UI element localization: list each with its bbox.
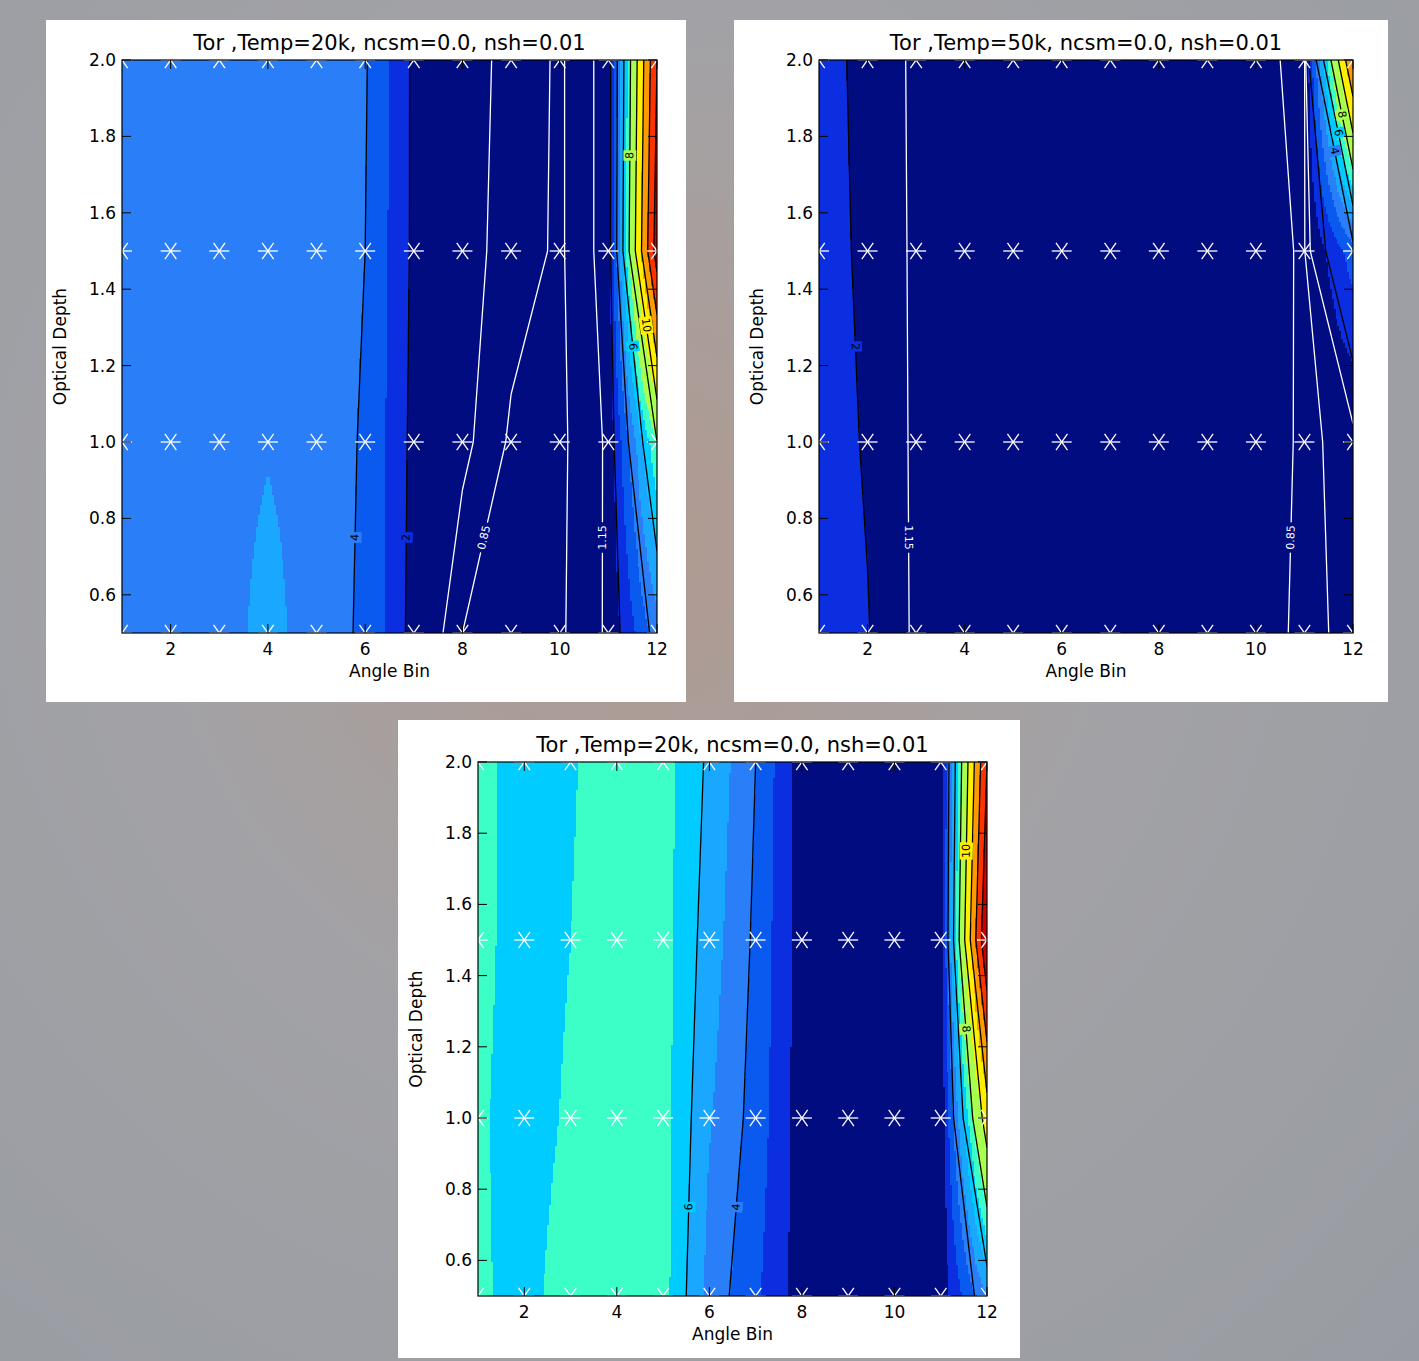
contour-cell	[608, 442, 657, 634]
contour-cell	[171, 442, 220, 634]
chart-stage: 0.851.15246810246810120.60.81.01.21.41.6…	[0, 0, 1419, 1361]
plot-area	[112, 52, 667, 641]
contour-cell	[122, 251, 171, 443]
contour-cell	[122, 442, 171, 634]
contour-cell	[171, 251, 220, 443]
contour-cell	[268, 442, 317, 634]
contour-cell	[511, 442, 560, 634]
contour-cell	[219, 251, 268, 443]
contour-cell	[268, 251, 317, 443]
contour-cell	[219, 442, 268, 634]
